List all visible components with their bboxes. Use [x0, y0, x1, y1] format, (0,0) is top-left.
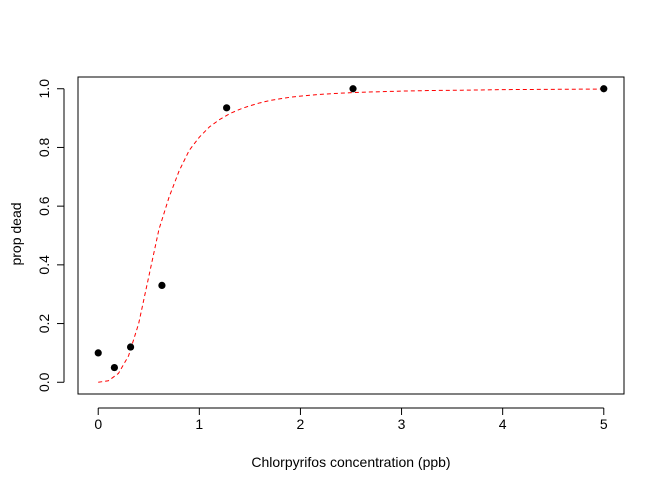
data-point	[110, 363, 118, 372]
y-axis-title: prop dead	[8, 202, 24, 265]
y-tick-label: 0.8	[36, 138, 52, 158]
plot-frame	[77, 76, 625, 395]
y-tick-label: 0.6	[36, 196, 52, 216]
x-tick-label: 2	[297, 416, 305, 432]
plot-area	[77, 76, 625, 395]
x-tick-label: 1	[195, 416, 203, 432]
data-points	[94, 85, 608, 372]
x-axis-title: Chlorpyrifos concentration (ppb)	[251, 454, 450, 470]
data-point	[349, 85, 357, 93]
fitted-curve-line	[98, 88, 604, 383]
y-tick-label: 0.2	[36, 314, 52, 334]
data-point	[600, 85, 608, 93]
x-axis: 0 1 2 3 4 5	[94, 407, 608, 432]
data-point	[94, 349, 102, 357]
y-axis: 0.0 0.2 0.4 0.6 0.8 1.0	[36, 79, 65, 392]
y-tick-label: 0.0	[36, 372, 52, 392]
data-point	[158, 281, 166, 289]
x-tick-label: 3	[398, 416, 406, 432]
data-point	[126, 343, 135, 351]
y-tick-label: 0.4	[36, 255, 52, 275]
fitted-curve	[98, 88, 604, 383]
data-point	[223, 104, 231, 112]
x-tick-label: 4	[499, 416, 507, 432]
x-tick-label: 5	[600, 416, 608, 432]
y-tick-label: 1.0	[36, 79, 52, 99]
x-tick-label: 0	[94, 416, 102, 432]
